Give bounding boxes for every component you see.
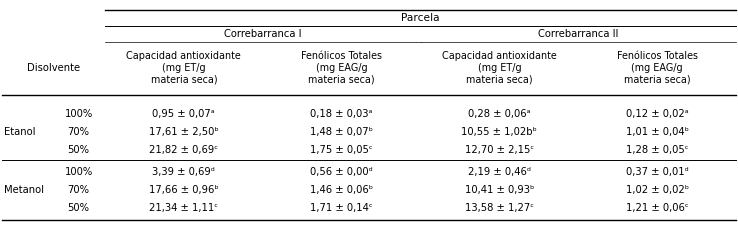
- Text: 50%: 50%: [67, 203, 89, 213]
- Text: 10,41 ± 0,93ᵇ: 10,41 ± 0,93ᵇ: [465, 185, 534, 195]
- Text: 2,19 ± 0,46ᵈ: 2,19 ± 0,46ᵈ: [468, 167, 531, 177]
- Text: 12,70 ± 2,15ᶜ: 12,70 ± 2,15ᶜ: [465, 145, 534, 155]
- Text: 70%: 70%: [67, 185, 89, 195]
- Text: 1,75 ± 0,05ᶜ: 1,75 ± 0,05ᶜ: [310, 145, 373, 155]
- Text: Parcela: Parcela: [401, 13, 440, 23]
- Text: Disolvente: Disolvente: [27, 63, 80, 73]
- Text: 3,39 ± 0,69ᵈ: 3,39 ± 0,69ᵈ: [153, 167, 215, 177]
- Text: Fenólicos Totales
(mg EAG/g
materia seca): Fenólicos Totales (mg EAG/g materia seca…: [301, 51, 382, 85]
- Text: Etanol: Etanol: [4, 127, 35, 137]
- Text: 50%: 50%: [67, 145, 89, 155]
- Text: 1,21 ± 0,06ᶜ: 1,21 ± 0,06ᶜ: [626, 203, 689, 213]
- Text: 0,18 ± 0,03ᵃ: 0,18 ± 0,03ᵃ: [311, 109, 373, 119]
- Text: 1,46 ± 0,06ᵇ: 1,46 ± 0,06ᵇ: [310, 185, 373, 195]
- Text: 100%: 100%: [64, 167, 93, 177]
- Text: Correbarranca II: Correbarranca II: [538, 29, 618, 39]
- Text: 1,01 ± 0,04ᵇ: 1,01 ± 0,04ᵇ: [626, 127, 689, 137]
- Text: 13,58 ± 1,27ᶜ: 13,58 ± 1,27ᶜ: [465, 203, 534, 213]
- Text: Metanol: Metanol: [4, 185, 44, 195]
- Text: 1,48 ± 0,07ᵇ: 1,48 ± 0,07ᵇ: [310, 127, 373, 137]
- Text: 0,12 ± 0,02ᵃ: 0,12 ± 0,02ᵃ: [626, 109, 689, 119]
- Text: 0,28 ± 0,06ᵃ: 0,28 ± 0,06ᵃ: [468, 109, 531, 119]
- Text: 100%: 100%: [64, 109, 93, 119]
- Text: 1,71 ± 0,14ᶜ: 1,71 ± 0,14ᶜ: [310, 203, 373, 213]
- Text: 1,02 ± 0,02ᵇ: 1,02 ± 0,02ᵇ: [626, 185, 689, 195]
- Text: 70%: 70%: [67, 127, 89, 137]
- Text: 21,34 ± 1,11ᶜ: 21,34 ± 1,11ᶜ: [149, 203, 218, 213]
- Text: 21,82 ± 0,69ᶜ: 21,82 ± 0,69ᶜ: [149, 145, 218, 155]
- Text: 1,28 ± 0,05ᶜ: 1,28 ± 0,05ᶜ: [626, 145, 689, 155]
- Text: Capacidad antioxidante
(mg ET/g
materia seca): Capacidad antioxidante (mg ET/g materia …: [442, 51, 556, 85]
- Text: Capacidad antioxidante
(mg ET/g
materia seca): Capacidad antioxidante (mg ET/g materia …: [126, 51, 241, 85]
- Text: 10,55 ± 1,02bᵇ: 10,55 ± 1,02bᵇ: [461, 127, 537, 137]
- Text: 17,66 ± 0,96ᵇ: 17,66 ± 0,96ᵇ: [149, 185, 218, 195]
- Text: 0,95 ± 0,07ᵃ: 0,95 ± 0,07ᵃ: [153, 109, 215, 119]
- Text: 0,56 ± 0,00ᵈ: 0,56 ± 0,00ᵈ: [310, 167, 373, 177]
- Text: 17,61 ± 2,50ᵇ: 17,61 ± 2,50ᵇ: [149, 127, 218, 137]
- Text: 0,37 ± 0,01ᵈ: 0,37 ± 0,01ᵈ: [626, 167, 689, 177]
- Text: Correbarranca I: Correbarranca I: [224, 29, 302, 39]
- Text: Fenólicos Totales
(mg EAG/g
materia seca): Fenólicos Totales (mg EAG/g materia seca…: [617, 51, 697, 85]
